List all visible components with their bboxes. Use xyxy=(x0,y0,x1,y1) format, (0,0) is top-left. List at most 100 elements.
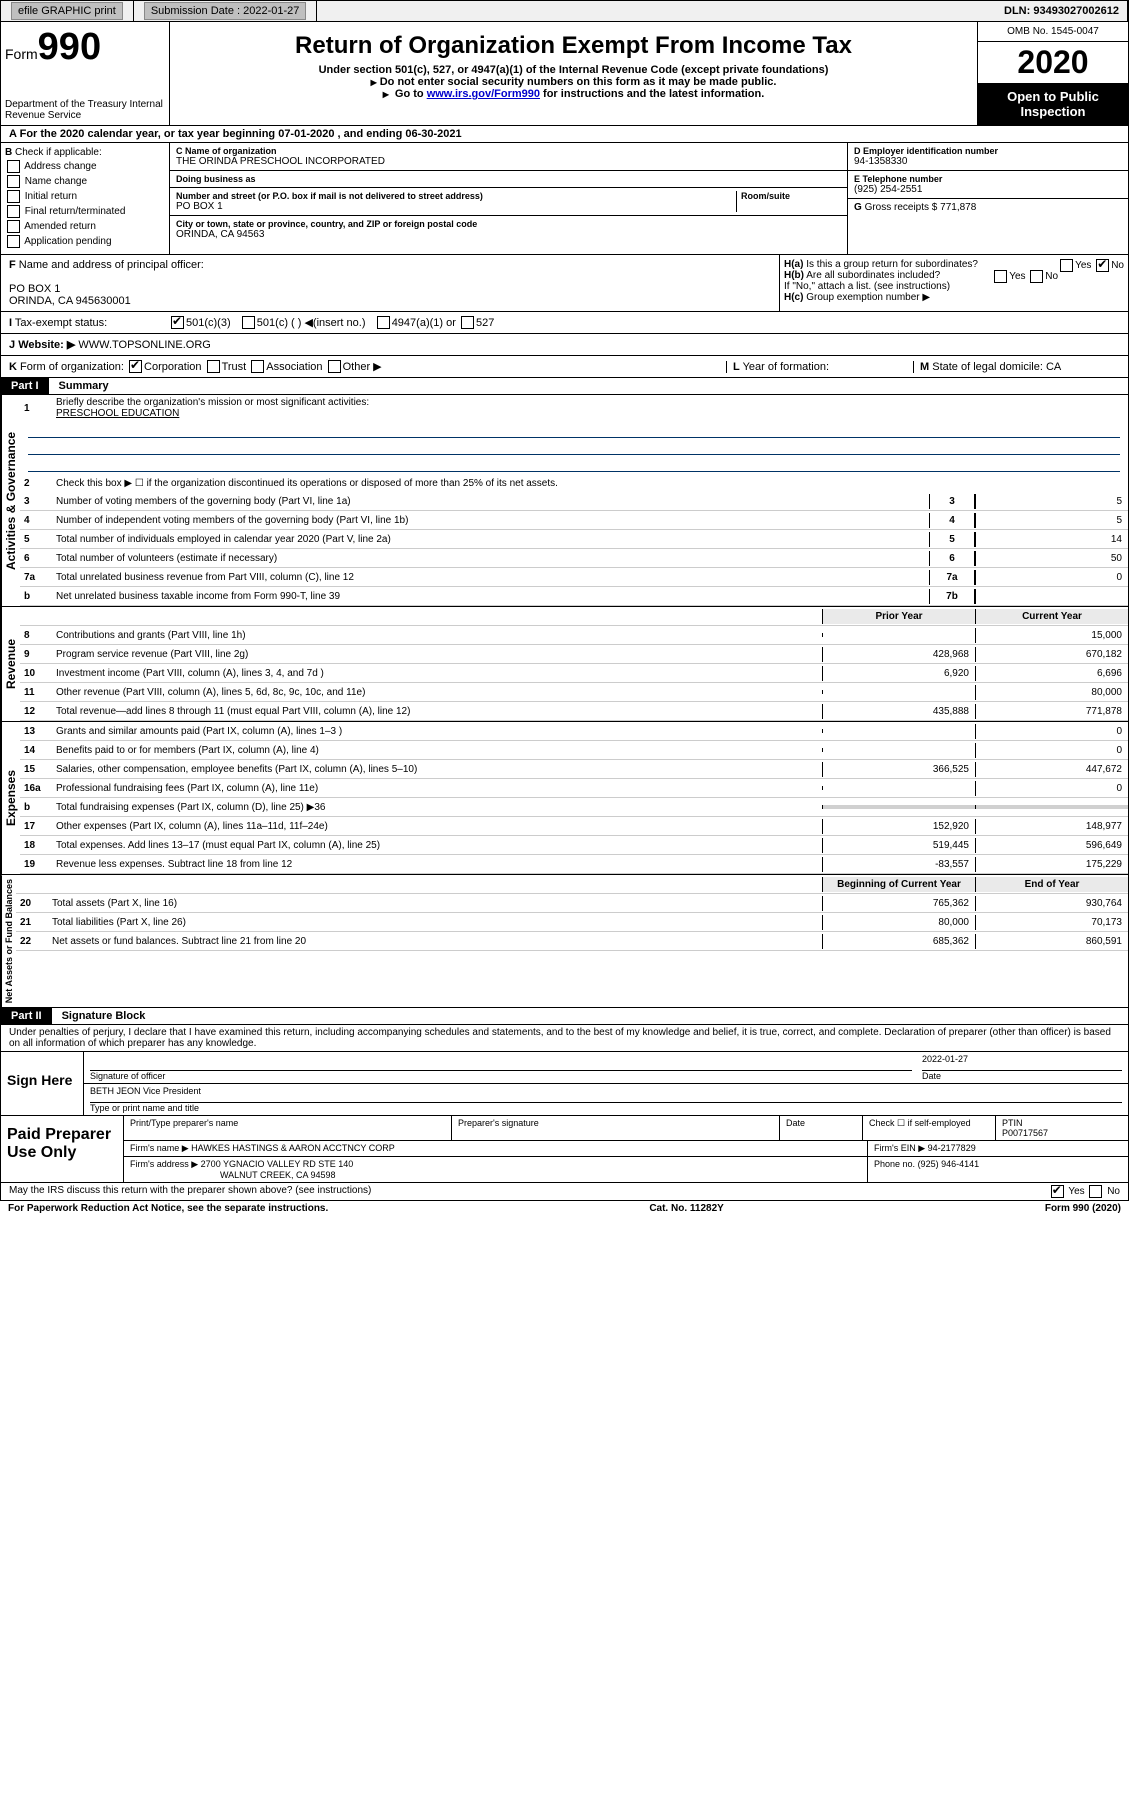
period-text: For the 2020 calendar year, or tax year … xyxy=(20,128,462,140)
paid-row2: Firm's name ▶ HAWKES HASTINGS & AARON AC… xyxy=(124,1141,1128,1157)
line7a: 7a Total unrelated business revenue from… xyxy=(20,568,1128,587)
city-cell: City or town, state or province, country… xyxy=(170,216,847,243)
city-label: City or town, state or province, country… xyxy=(176,219,841,229)
line12: 12 Total revenue—add lines 8 through 11 … xyxy=(20,702,1128,721)
line1: 1 Briefly describe the organization's mi… xyxy=(20,395,1128,421)
spacer xyxy=(317,7,996,15)
cb-name[interactable]: Name change xyxy=(5,175,165,188)
info-block: B Check if applicable: Address change Na… xyxy=(0,143,1129,255)
cb-501c[interactable] xyxy=(242,316,255,329)
line2: 2 Check this box ▶ ☐ if the organization… xyxy=(20,474,1128,492)
header: Form990 Department of the Treasury Inter… xyxy=(0,22,1129,126)
cb-other[interactable] xyxy=(328,360,341,373)
check-self: Check ☐ if self-employed xyxy=(869,1118,989,1129)
website-row: J Website: ▶ WWW.TOPSONLINE.ORG xyxy=(0,334,1129,356)
net-body: Beginning of Current Year End of Year 20… xyxy=(16,875,1128,1007)
line9: 9 Program service revenue (Part VIII, li… xyxy=(20,645,1128,664)
ha-text: Is this a group return for subordinates? xyxy=(806,259,978,270)
note1: Do not enter social security numbers on … xyxy=(176,76,971,88)
firm-ein: 94-2177829 xyxy=(928,1143,976,1153)
cb-527[interactable] xyxy=(461,316,474,329)
subtitle: Under section 501(c), 527, or 4947(a)(1)… xyxy=(176,64,971,76)
open-public: Open to Public Inspection xyxy=(978,83,1128,125)
discuss-answers: Yes No xyxy=(1049,1185,1120,1198)
cb-4947[interactable] xyxy=(377,316,390,329)
line21: 21 Total liabilities (Part X, line 26) 8… xyxy=(16,913,1128,932)
sig-line2: BETH JEON Vice President Type or print n… xyxy=(84,1084,1128,1115)
dba-cell: Doing business as xyxy=(170,171,847,188)
header-center: Return of Organization Exempt From Incom… xyxy=(170,22,977,125)
line14: 14 Benefits paid to or for members (Part… xyxy=(20,741,1128,760)
name-label: Name of organization xyxy=(185,146,277,156)
street-label: Number and street (or P.O. box if mail i… xyxy=(176,191,736,201)
part2-header: Part II Signature Block xyxy=(0,1008,1129,1025)
dln-cell: DLN: 93493027002612 xyxy=(996,1,1128,21)
m-label: State of legal domicile: xyxy=(932,361,1043,373)
cb-assoc[interactable] xyxy=(251,360,264,373)
col-end: End of Year xyxy=(975,877,1128,892)
instructions-link[interactable]: www.irs.gov/Form990 xyxy=(427,88,540,100)
form-word: Form xyxy=(5,46,38,62)
note2-pre: Go to xyxy=(395,88,427,100)
cb-final[interactable]: Final return/terminated xyxy=(5,205,165,218)
vlabel-expenses: Expenses xyxy=(1,722,20,874)
cb-trust[interactable] xyxy=(207,360,220,373)
ein: 94-1358330 xyxy=(854,156,1122,167)
firm-addr1: 2700 YGNACIO VALLEY RD STE 140 xyxy=(201,1159,354,1169)
line16b: b Total fundraising expenses (Part IX, c… xyxy=(20,798,1128,817)
ha-row: H(a) Is this a group return for subordin… xyxy=(784,259,1124,270)
k-label: Form of organization: xyxy=(20,361,124,373)
box-h: H(a) Is this a group return for subordin… xyxy=(779,255,1128,311)
cb-corp[interactable] xyxy=(129,360,142,373)
cb-501c3[interactable] xyxy=(171,316,184,329)
ml1 xyxy=(28,423,1120,438)
line5: 5 Total number of individuals employed i… xyxy=(20,530,1128,549)
submission-btn[interactable]: Submission Date : 2022-01-27 xyxy=(144,2,307,20)
part1-header: Part I Summary xyxy=(0,378,1129,395)
hc-text: Group exemption number ▶ xyxy=(806,292,930,303)
sig-date-label: Date xyxy=(922,1071,941,1081)
hb-text: Are all subordinates included? xyxy=(806,270,940,281)
footnote: For Paperwork Reduction Act Notice, see … xyxy=(0,1201,1129,1216)
header-right: OMB No. 1545-0047 2020 Open to Public In… xyxy=(977,22,1128,125)
street: PO BOX 1 xyxy=(176,201,736,212)
phone-label: Telephone number xyxy=(863,174,943,184)
paid-body: Print/Type preparer's name Preparer's si… xyxy=(123,1116,1128,1182)
cb-addr[interactable]: Address change xyxy=(5,160,165,173)
line22: 22 Net assets or fund balances. Subtract… xyxy=(16,932,1128,951)
section-governance: Activities & Governance 1 Briefly descri… xyxy=(0,395,1129,607)
efile-btn[interactable]: efile GRAPHIC print xyxy=(11,2,123,20)
box-d: D Employer identification number 94-1358… xyxy=(847,143,1128,254)
website-label: Website: ▶ xyxy=(18,338,75,351)
cb-discuss-no[interactable] xyxy=(1089,1185,1102,1198)
print-label: Print/Type preparer's name xyxy=(130,1118,445,1128)
row-klm: K Form of organization: Corporation Trus… xyxy=(0,356,1129,378)
cb-app[interactable]: Application pending xyxy=(5,235,165,248)
line7b: b Net unrelated business taxable income … xyxy=(20,587,1128,606)
firm-phone: (925) 946-4141 xyxy=(918,1159,980,1169)
prep-date-label: Date xyxy=(786,1118,856,1128)
gross-cell: G Gross receipts $ 771,878 xyxy=(848,199,1128,216)
f-addr2: ORINDA, CA 945630001 xyxy=(9,295,771,307)
form-page: efile GRAPHIC print Submission Date : 20… xyxy=(0,0,1129,1216)
col-begin: Beginning of Current Year xyxy=(822,877,975,892)
f-addr1: PO BOX 1 xyxy=(9,283,771,295)
line8: 8 Contributions and grants (Part VIII, l… xyxy=(20,626,1128,645)
hb-note: If "No," attach a list. (see instruction… xyxy=(784,281,1124,292)
cb-amended[interactable]: Amended return xyxy=(5,220,165,233)
prep-sig-label: Preparer's signature xyxy=(458,1118,773,1128)
ptin-label: PTIN xyxy=(1002,1118,1122,1128)
note2-post: for instructions and the latest informat… xyxy=(543,88,764,100)
phone-cell: E Telephone number (925) 254-2551 xyxy=(848,171,1128,199)
paperwork-notice: For Paperwork Reduction Act Notice, see … xyxy=(8,1203,328,1214)
rev-header: Prior Year Current Year xyxy=(20,607,1128,626)
cb-discuss-yes[interactable] xyxy=(1051,1185,1064,1198)
rev-body: Prior Year Current Year 8 Contributions … xyxy=(20,607,1128,721)
dept-label: Department of the Treasury Internal Reve… xyxy=(5,99,165,121)
line6: 6 Total number of volunteers (estimate i… xyxy=(20,549,1128,568)
line13: 13 Grants and similar amounts paid (Part… xyxy=(20,722,1128,741)
paid-label: Paid Preparer Use Only xyxy=(1,1116,123,1182)
omb-number: OMB No. 1545-0047 xyxy=(978,22,1128,42)
gov-body: 1 Briefly describe the organization's mi… xyxy=(20,395,1128,606)
cb-initial[interactable]: Initial return xyxy=(5,190,165,203)
